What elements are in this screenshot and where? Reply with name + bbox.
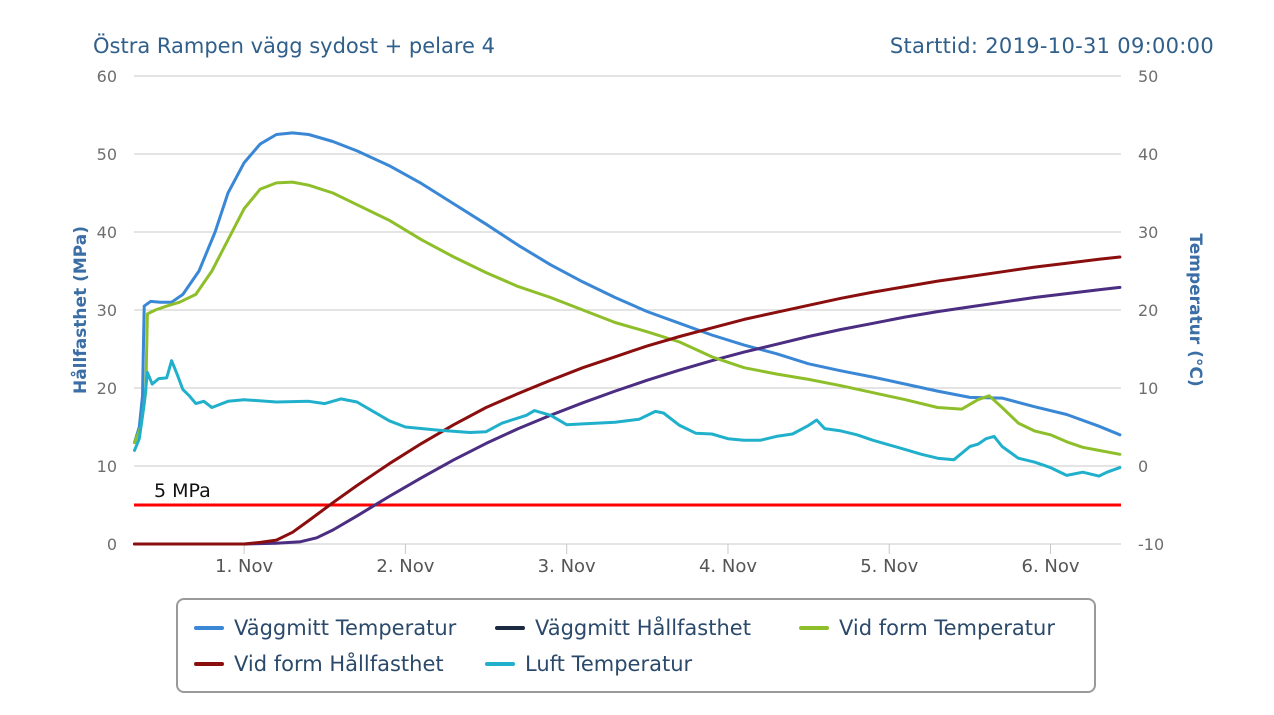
- series-line-luft-temperatur[interactable]: [133, 359, 1122, 478]
- legend-label: Vid form Temperatur: [839, 616, 1055, 640]
- chart-title: Östra Rampen vägg sydost + pelare 4: [93, 34, 495, 58]
- y-right-tick-label: 10: [1138, 379, 1158, 398]
- legend-swatch: [485, 662, 515, 666]
- legend-item[interactable]: Luft Temperatur: [485, 652, 692, 676]
- legend: Väggmitt Temperatur Väggmitt Hållfasthet V…: [176, 598, 1096, 693]
- series-line-vaggmitt-hallfasthet[interactable]: [133, 285, 1122, 546]
- y-left-tick-label: 10: [97, 457, 117, 476]
- y-right-tick-label: -10: [1138, 535, 1164, 554]
- legend-label: Vid form Hållfasthet: [234, 652, 444, 676]
- legend-swatch: [194, 626, 224, 630]
- legend-label: Väggmitt Temperatur: [234, 616, 457, 640]
- legend-item[interactable]: Vid form Hållfasthet: [194, 652, 444, 676]
- right-y-axis: -10 0 10 20 30 40 50: [1138, 67, 1164, 554]
- right-axis-title: Temperatur (°C): [1185, 233, 1205, 386]
- legend-item[interactable]: Väggmitt Hållfasthet: [495, 616, 751, 640]
- y-left-tick-label: 60: [97, 67, 117, 86]
- x-tick-label: 1. Nov: [215, 556, 273, 577]
- y-left-tick-label: 0: [107, 535, 117, 554]
- plot-lines: 5 MPa: [134, 480, 1121, 507]
- plot-line-label: 5 MPa: [154, 480, 211, 502]
- y-right-tick-label: 0: [1138, 457, 1148, 476]
- start-time-label: Starttid: 2019-10-31 09:00:00: [889, 34, 1214, 58]
- legend-item[interactable]: Väggmitt Temperatur: [194, 616, 456, 640]
- legend-swatch: [799, 626, 829, 630]
- y-right-tick-label: 30: [1138, 223, 1158, 242]
- y-left-tick-label: 20: [97, 379, 117, 398]
- legend-swatch: [194, 662, 224, 666]
- y-right-tick-label: 40: [1138, 145, 1158, 164]
- left-axis-title: Hållfasthet (MPa): [69, 226, 91, 394]
- legend-item[interactable]: Vid form Temperatur: [799, 616, 1055, 640]
- x-tick-label: 4. Nov: [699, 556, 757, 577]
- series-lines: [133, 131, 1122, 546]
- x-tick-label: 2. Nov: [376, 556, 434, 577]
- x-tick-label: 3. Nov: [538, 556, 596, 577]
- series-line-vid-form-hallfasthet[interactable]: [133, 255, 1122, 546]
- legend-label: Väggmitt Hållfasthet: [535, 616, 751, 640]
- legend-swatch: [495, 626, 525, 630]
- x-tick-label: 6. Nov: [1022, 556, 1080, 577]
- left-y-axis: 0 10 20 30 40 50 60: [97, 67, 117, 554]
- y-left-tick-label: 30: [97, 301, 117, 320]
- line-chart: 0 10 20 30 40 50 60 -10 0 10 20 30 40 50 1. Nov 2. No…: [69, 67, 1205, 577]
- legend-label: Luft Temperatur: [525, 652, 693, 676]
- grid-lines: [134, 75, 1121, 545]
- y-left-tick-label: 50: [97, 145, 117, 164]
- series-line-vid-form-temperatur[interactable]: [133, 180, 1122, 456]
- y-right-tick-label: 20: [1138, 301, 1158, 320]
- series-line-vaggmitt-temperatur[interactable]: [133, 131, 1122, 445]
- y-right-tick-label: 50: [1138, 67, 1158, 86]
- x-tick-label: 5. Nov: [860, 556, 918, 577]
- x-axis: 1. Nov 2. Nov 3. Nov 4. Nov 5. Nov 6. Nov: [215, 544, 1080, 577]
- y-left-tick-label: 40: [97, 223, 117, 242]
